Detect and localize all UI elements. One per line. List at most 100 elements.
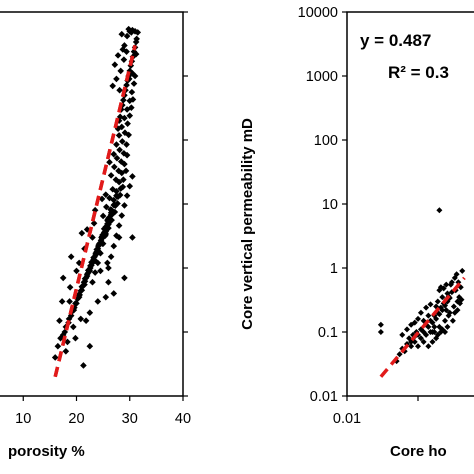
left-data-point — [129, 234, 136, 241]
left-data-point — [62, 347, 70, 355]
left-data-point — [129, 96, 137, 103]
left-data-point — [126, 112, 134, 119]
right-data-point — [429, 338, 436, 345]
left-data-point — [114, 52, 122, 59]
left-data-point — [99, 212, 107, 220]
left-data-point — [105, 214, 112, 222]
left-data-point — [123, 48, 130, 55]
left-data-point — [77, 315, 85, 323]
left-data-point — [118, 123, 126, 131]
left-data-point — [90, 254, 97, 261]
right-data-point — [436, 311, 443, 318]
right-data-point — [447, 281, 454, 288]
left-data-point — [113, 232, 120, 239]
left-data-point — [95, 405, 102, 412]
right-data-point — [444, 290, 451, 297]
left-data-point — [82, 317, 90, 325]
right-data-point — [423, 304, 430, 311]
left-data-point — [123, 106, 131, 113]
left-data-point — [118, 212, 126, 219]
right-y-tick-label: 0.01 — [310, 389, 338, 405]
left-data-point — [107, 172, 115, 179]
left-data-point — [65, 315, 73, 323]
right-data-point — [445, 312, 452, 319]
left-data-point — [115, 167, 122, 175]
left-data-point — [120, 96, 127, 104]
left-trendline-overlay — [53, 45, 137, 378]
left-data-point — [118, 169, 126, 177]
right-data-point — [423, 331, 430, 338]
right-x-axis-title: Core ho — [390, 443, 447, 460]
left-data-point — [78, 229, 86, 237]
right-data-point — [440, 285, 447, 292]
left-data-point — [120, 176, 127, 183]
left-data-point — [92, 249, 99, 257]
left-data-point — [110, 290, 118, 297]
left-data-point — [80, 362, 87, 369]
right-data-point — [439, 307, 446, 314]
left-data-point — [70, 323, 77, 331]
left-data-point — [102, 191, 110, 198]
right-y-tick-label: 10000 — [298, 5, 338, 21]
regression-r2: R² = 0.3 — [388, 63, 449, 82]
left-data-point — [58, 298, 66, 305]
right-data-point — [444, 323, 451, 330]
left-data-point — [131, 72, 139, 80]
right-data-point — [411, 319, 418, 326]
left-x-tick-label: 40 — [175, 411, 191, 427]
right-data-point — [399, 331, 406, 338]
left-data-point — [108, 206, 115, 214]
right-data-point — [377, 329, 384, 335]
right-data-point — [441, 317, 448, 324]
left-data-point — [57, 334, 64, 342]
right-data-layer — [377, 207, 466, 378]
left-data-point — [106, 194, 113, 202]
left-data-point — [59, 274, 67, 282]
left-data-point — [99, 240, 107, 247]
left-data-point — [89, 278, 96, 286]
left-data-point — [105, 278, 112, 286]
left-data-point — [121, 274, 128, 282]
left-data-point — [66, 283, 74, 291]
left-data-point — [94, 259, 102, 267]
left-chart: 010203040porosity % — [0, 11, 191, 460]
right-data-point — [425, 312, 432, 319]
right-y-tick-label: 1 — [330, 261, 338, 277]
left-data-point — [111, 208, 119, 216]
left-data-point — [83, 226, 91, 233]
left-data-point — [123, 81, 130, 89]
left-data-point — [130, 48, 138, 55]
left-data-point — [106, 158, 113, 166]
left-data-point — [116, 86, 123, 94]
right-data-point — [439, 294, 446, 301]
right-data-point — [434, 298, 441, 305]
left-data-point — [98, 233, 106, 240]
left-data-point — [98, 195, 106, 203]
left-data-point — [86, 342, 94, 350]
left-plot-frame — [0, 11, 184, 397]
right-data-point — [425, 323, 432, 330]
right-trendline — [379, 276, 466, 378]
left-data-point — [115, 132, 123, 139]
left-data-point — [112, 176, 120, 183]
right-data-point — [377, 321, 384, 328]
left-data-point — [129, 173, 136, 180]
left-data-point — [115, 222, 123, 229]
right-data-point — [404, 326, 411, 333]
left-data-point — [110, 242, 118, 250]
left-data-point — [116, 146, 123, 154]
left-data-point — [81, 275, 89, 283]
left-x-tick-label: 30 — [122, 411, 138, 427]
right-data-point — [437, 329, 444, 335]
left-data-point — [118, 30, 126, 38]
left-data-point — [109, 185, 117, 193]
right-data-point — [433, 315, 440, 322]
left-data-point — [102, 230, 110, 238]
right-data-point — [458, 296, 465, 303]
right-x-tick-label: 0.01 — [333, 411, 361, 427]
left-data-point — [117, 158, 125, 165]
left-data-point — [121, 202, 128, 209]
right-data-point — [427, 329, 434, 335]
right-y-tick-label: 10 — [322, 197, 338, 213]
right-data-point — [415, 343, 421, 350]
